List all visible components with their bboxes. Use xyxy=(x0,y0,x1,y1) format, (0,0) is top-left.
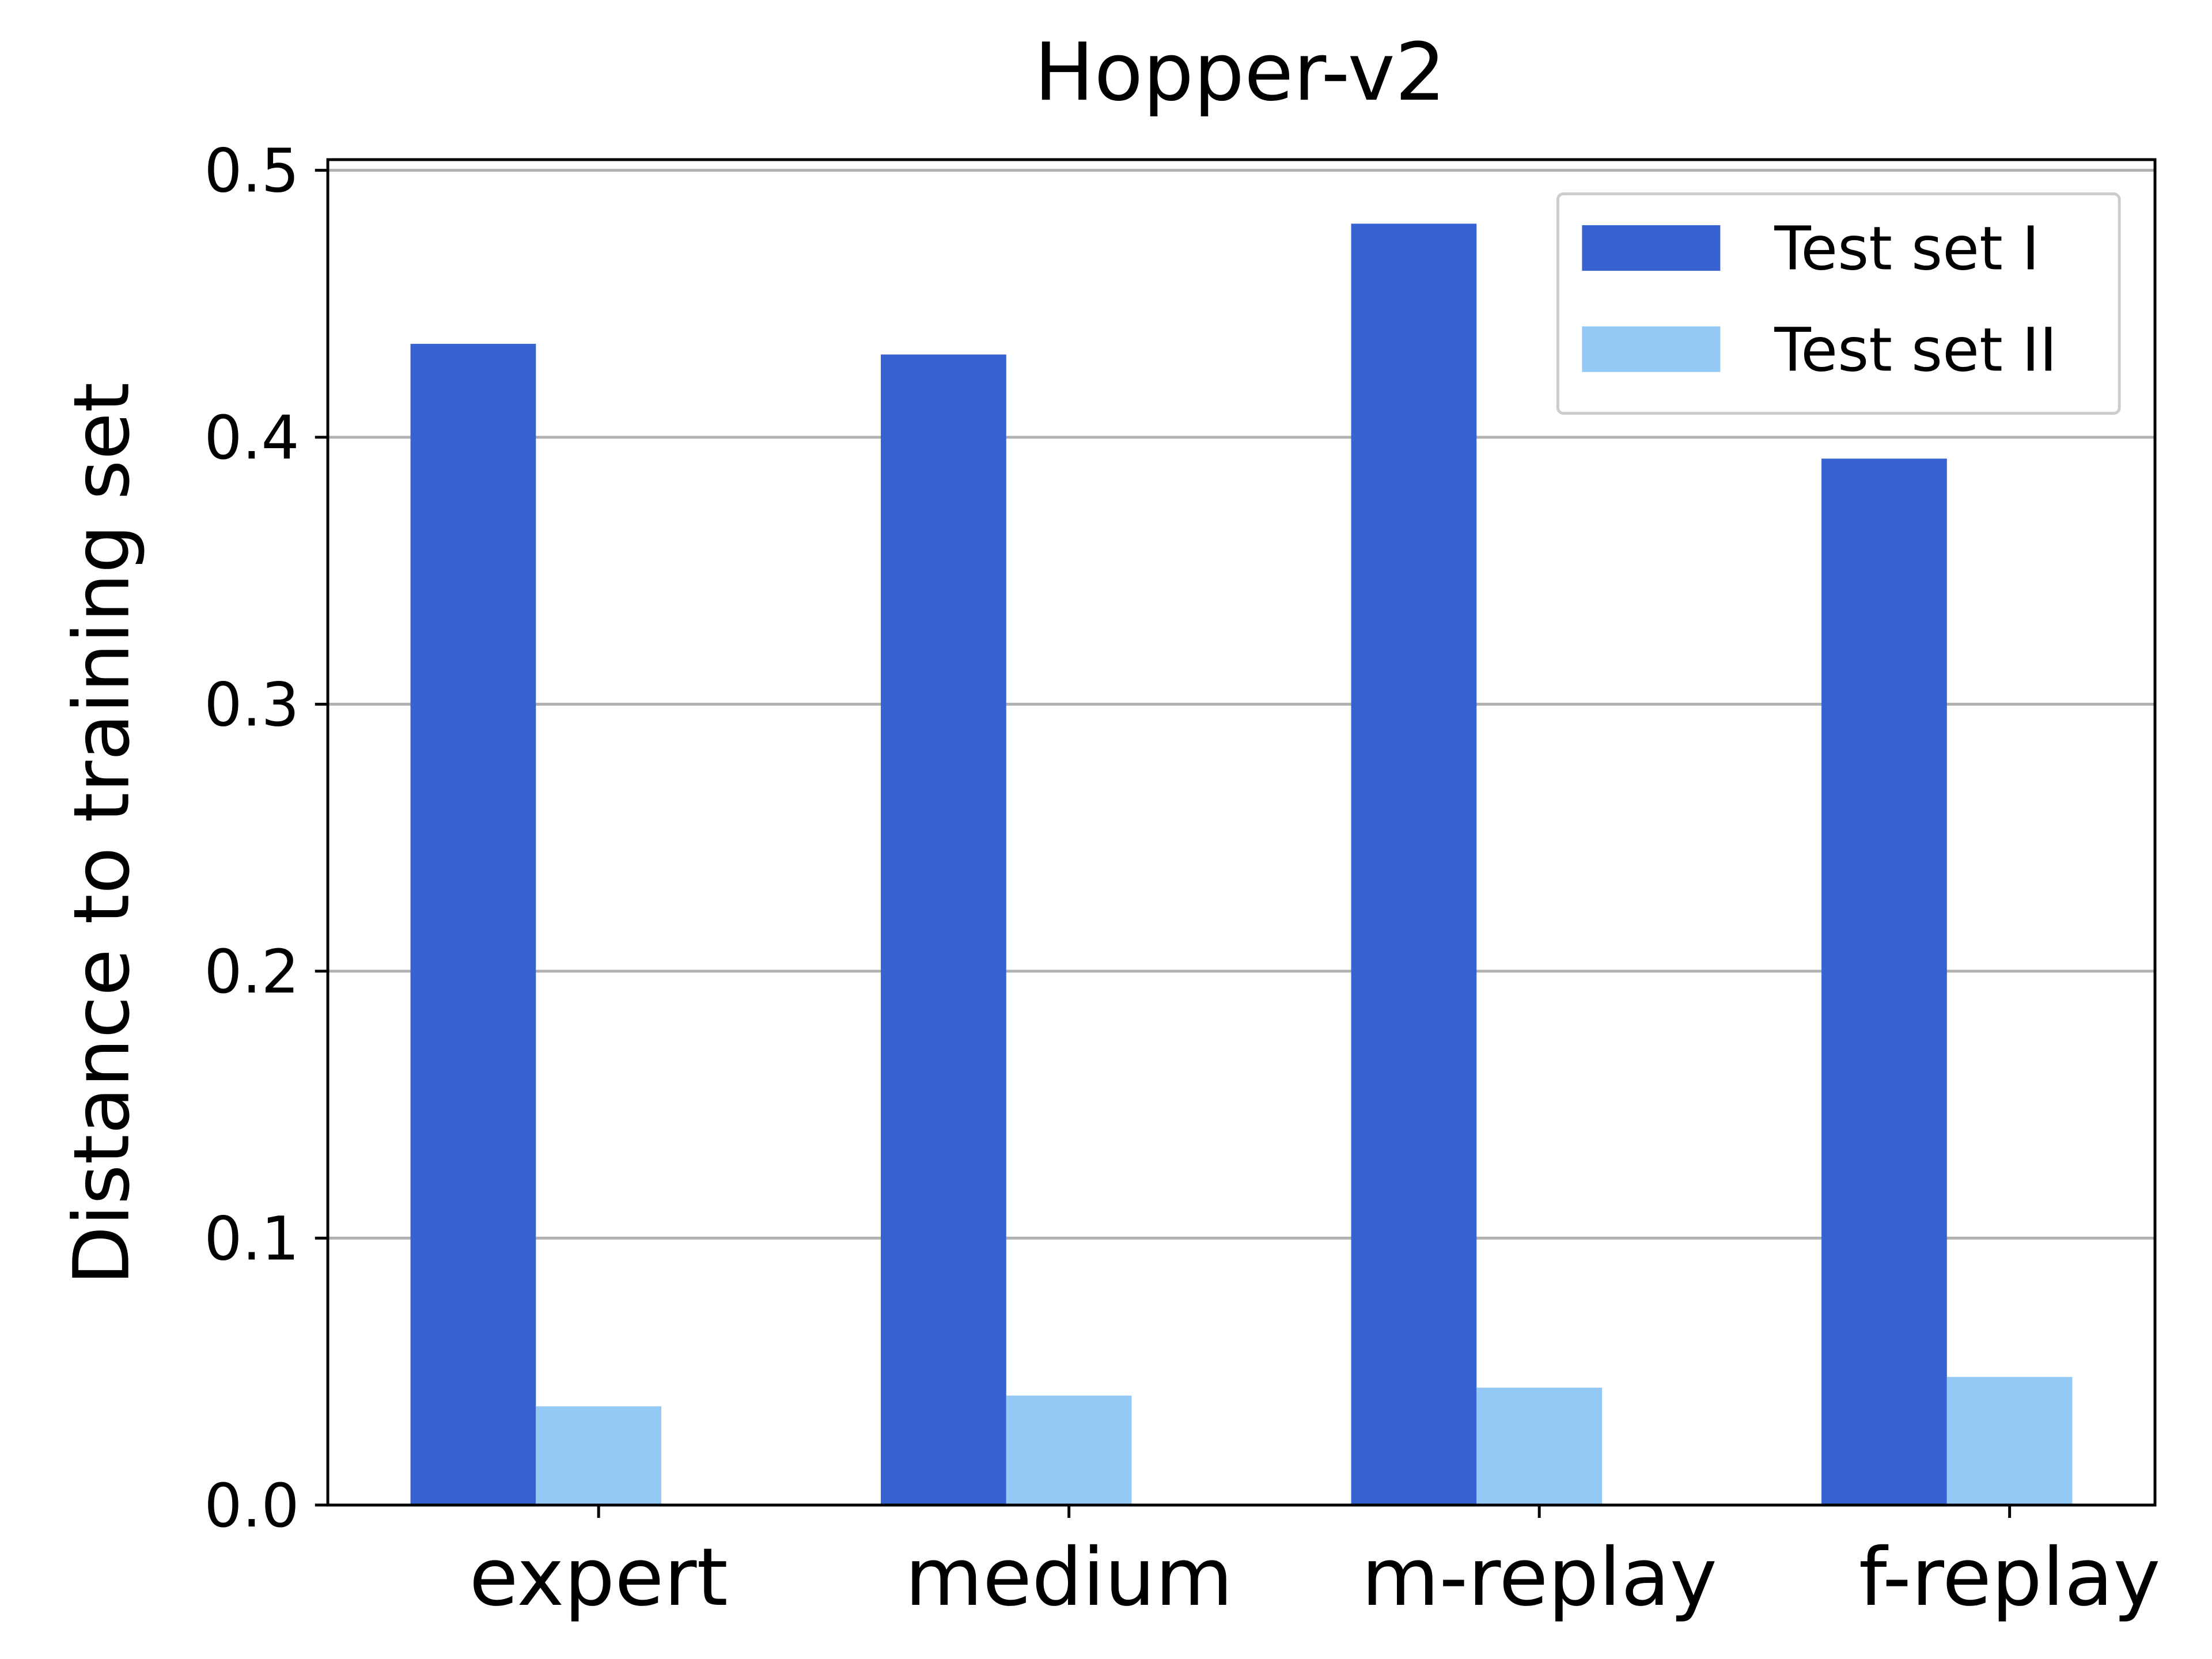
bar xyxy=(1946,1377,2073,1505)
bar xyxy=(1351,224,1477,1505)
y-axis-label: Distance to training set xyxy=(57,382,147,1285)
bar xyxy=(410,343,536,1505)
bar xyxy=(1476,1387,1603,1505)
y-tick-label: 0.0 xyxy=(204,1471,299,1541)
legend-swatch xyxy=(1582,225,1721,271)
x-tick-label: m-replay xyxy=(1361,1531,1717,1624)
bar xyxy=(1821,459,1947,1505)
x-tick-label: expert xyxy=(469,1531,728,1624)
bar xyxy=(881,354,1006,1505)
y-tick-label: 0.1 xyxy=(204,1204,299,1274)
y-tick-label: 0.5 xyxy=(204,137,299,206)
y-tick-label: 0.4 xyxy=(204,403,299,473)
bar xyxy=(536,1406,662,1505)
chart-title: Hopper-v2 xyxy=(1034,25,1446,119)
bar xyxy=(1006,1395,1132,1505)
x-tick-label: medium xyxy=(905,1531,1233,1624)
plot-frame xyxy=(326,158,2157,1507)
legend-swatch xyxy=(1582,326,1721,372)
y-tick-label: 0.2 xyxy=(204,937,299,1007)
legend-label: Test set II xyxy=(1774,315,2057,385)
legend-label: Test set I xyxy=(1774,214,2039,284)
x-tick-label: f-replay xyxy=(1859,1531,2161,1624)
y-tick-label: 0.3 xyxy=(204,671,299,740)
